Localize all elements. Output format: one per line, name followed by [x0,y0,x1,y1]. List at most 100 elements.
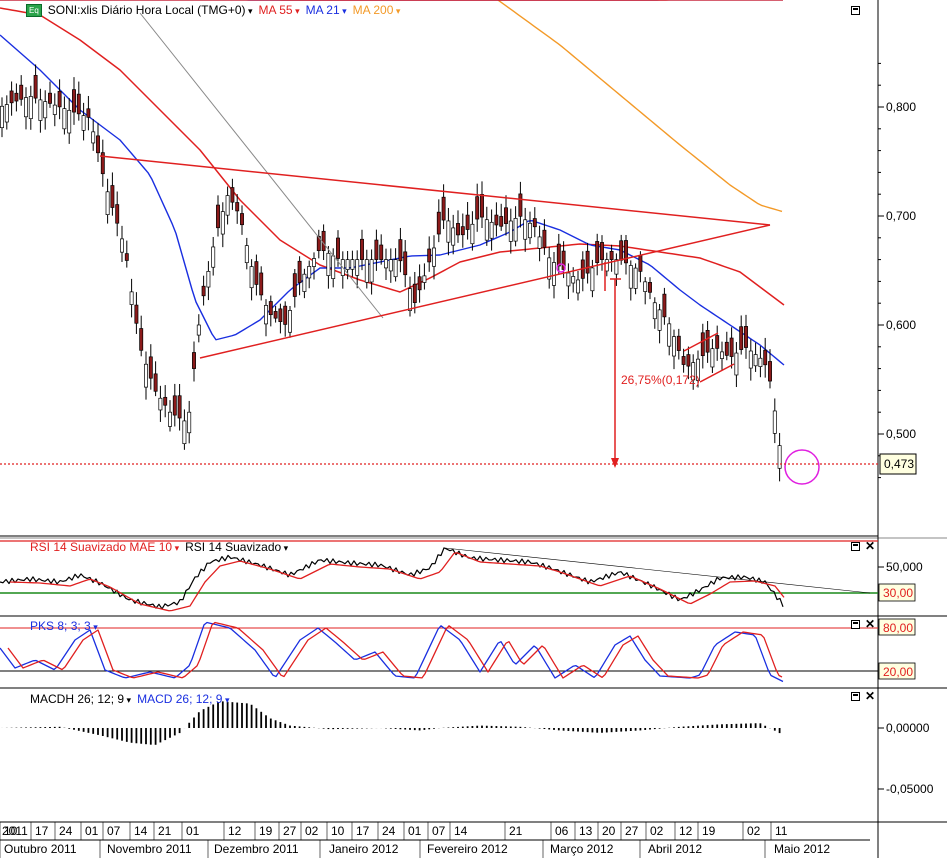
candle [696,358,700,381]
candle [110,185,115,208]
candle [571,276,576,284]
candle [465,214,470,230]
maximize-rsi-panel-button[interactable] [851,542,860,551]
maximize-pks-panel-button[interactable] [851,620,860,629]
candle [585,250,590,274]
ma21-label[interactable]: MA 21 [306,3,347,17]
candle [163,396,168,406]
current-price-label: 0,473 [884,457,914,471]
candle [67,109,72,134]
candle [81,115,86,131]
date-month-label: Maio 2012 [774,842,830,856]
date-day-label: 07 [107,824,121,838]
rsi-level-label: 30,00 [883,586,913,600]
candle [542,229,547,248]
rsi-smoothed-label[interactable]: RSI 14 Suavizado MAE 10 [30,540,179,554]
candle [115,204,120,224]
ma200-label[interactable]: MA 200 [353,3,401,17]
candle [331,255,336,279]
candle [619,240,624,261]
candle [62,108,67,130]
candle [700,332,705,357]
candle [4,104,9,123]
candle [177,395,182,419]
macd-legend: MACDH 26; 12; 9 MACD 26; 12; 9 [30,692,229,706]
date-day-label: 21 [158,824,172,838]
candle [720,351,724,359]
date-month-label: Março 2012 [550,842,614,856]
macd-tick-label: 0,00000 [886,721,930,735]
candle [369,259,374,283]
candle [566,272,571,287]
candle [259,272,264,296]
rsi-label[interactable]: RSI 14 Suavizado [185,540,288,554]
date-day-label: 02 [305,824,319,838]
candle [19,84,24,100]
maximize-price-panel-button[interactable] [851,6,860,15]
candle [777,445,782,469]
candle [144,363,148,388]
candle [43,101,48,119]
date-day-label: 17 [35,824,49,838]
close-macd-panel-icon[interactable]: ✕ [865,689,876,703]
candle [676,335,681,351]
pks-low-label: 20,00 [883,665,913,679]
price-tick-label: 0,500 [886,427,916,441]
candle [307,266,312,279]
ma55-label[interactable]: MA 55 [259,3,300,17]
candle [628,265,633,289]
close-rsi-panel-icon[interactable]: ✕ [865,539,876,553]
triangle-lower-trendline [199,224,771,359]
candle [211,246,216,268]
date-month-label: Dezembro 2011 [214,842,299,856]
date-day-label: 07 [432,824,446,838]
candle [729,337,734,357]
date-day-label: 27 [625,824,639,838]
candle [556,243,561,267]
close-pks-panel-icon[interactable]: ✕ [865,617,876,631]
candle [648,282,652,293]
candle [633,267,638,289]
candle [393,259,398,278]
candle [0,105,4,129]
date-month-label: Outubro 2011 [4,842,77,856]
date-month-label: Fevereiro 2012 [427,842,508,856]
candle [153,373,158,392]
date-day-label: 10 [331,824,345,838]
candle [201,285,206,297]
candle [38,99,43,121]
candle [609,250,614,260]
date-day-label: 14 [134,824,148,838]
candle [475,196,480,220]
candle [528,222,532,239]
rsi-tick-label: 50,000 [886,560,923,574]
date-day-label: 06 [555,824,569,838]
date-month-label: Abril 2012 [648,842,702,856]
candle [657,309,662,331]
candle [600,242,604,260]
pks-d-line [7,621,783,679]
date-day-label: 12 [679,824,693,838]
candle [57,90,62,108]
candle [417,276,422,291]
rsi-level-box [878,583,916,602]
candle [624,240,628,264]
pks-low-box [878,662,916,680]
candle [460,226,465,236]
candle [614,259,619,275]
pks-label[interactable]: PKS 8; 3; 3 [30,619,98,633]
candle [763,349,768,366]
symbol-label[interactable]: SONI:xlis Diário Hora Local (TMG+0) [48,3,253,17]
candle [292,273,297,297]
candle [643,281,648,292]
date-day-label: 19 [259,824,273,838]
candle [590,267,595,292]
macd-lines-label[interactable]: MACD 26; 12; 9 [137,692,229,706]
macd-histogram-label[interactable]: MACDH 26; 12; 9 [30,692,131,706]
candle [302,273,307,292]
date-day-label: 12 [228,824,242,838]
candle [489,221,494,239]
maximize-macd-panel-button[interactable] [851,692,860,701]
